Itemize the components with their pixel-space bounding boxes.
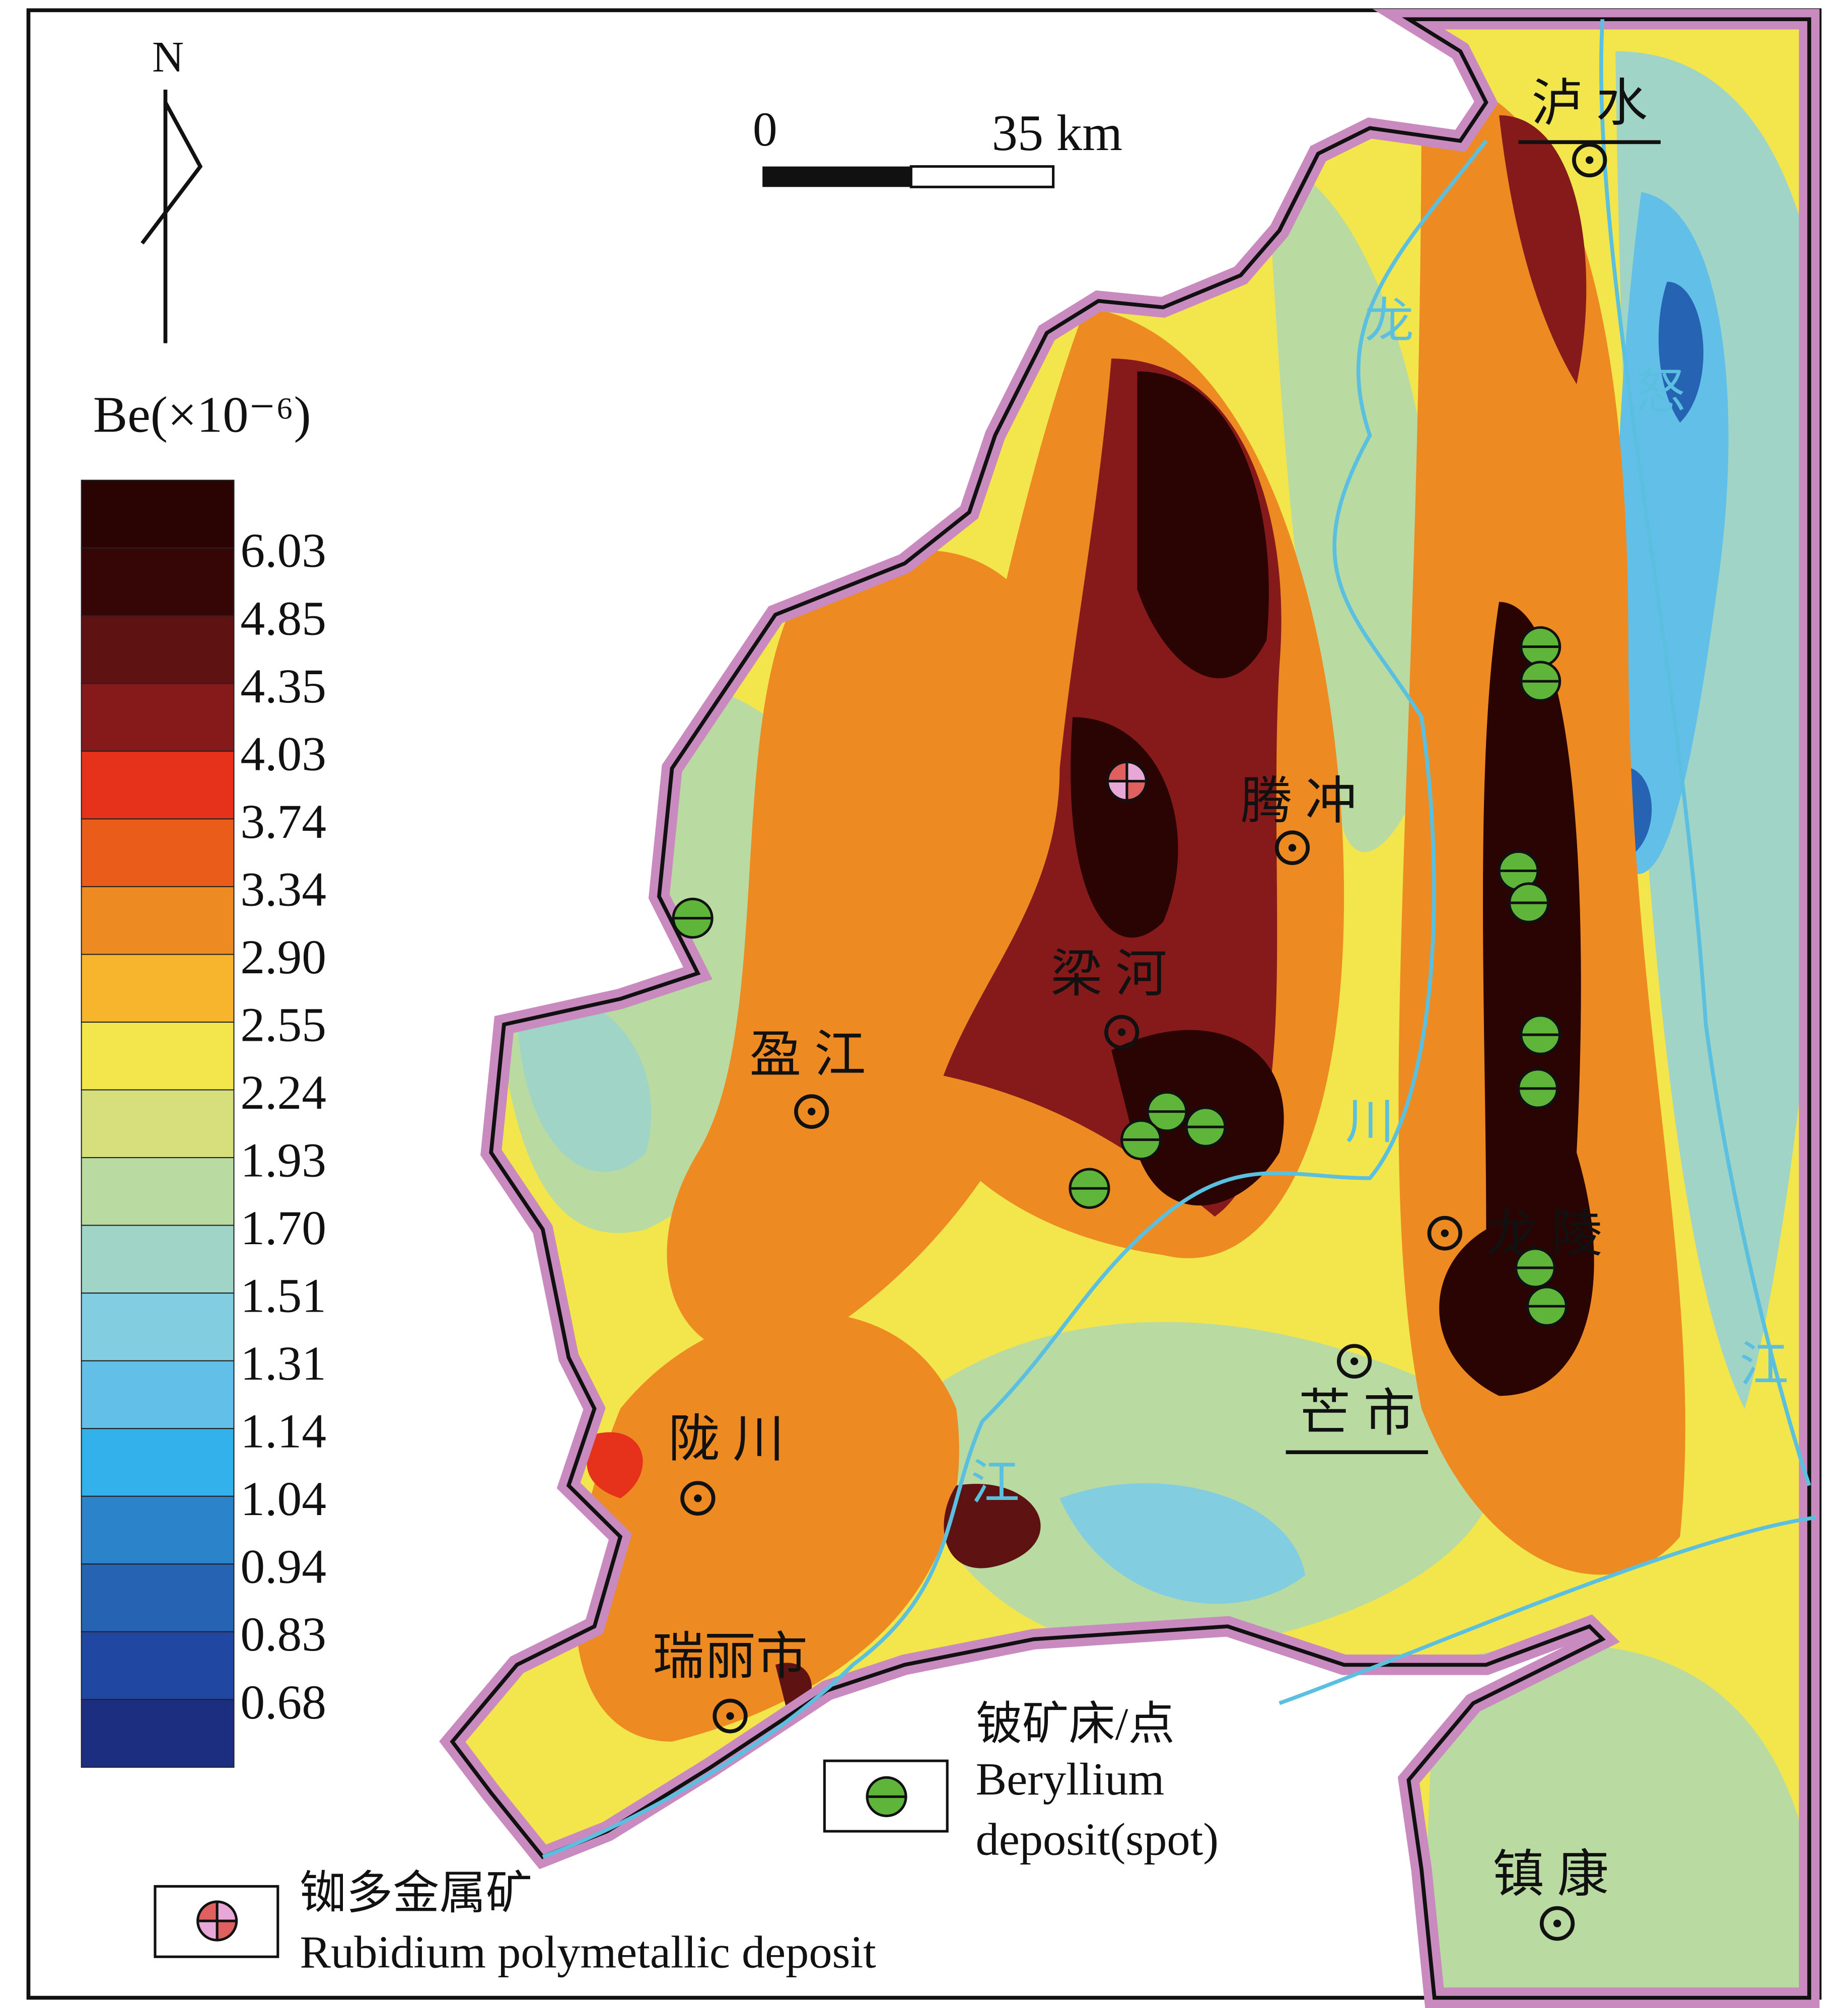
town	[1539, 1906, 1575, 1941]
river-name: 江	[1739, 1338, 1789, 1392]
legend-label: 4.85	[240, 591, 326, 646]
town	[1104, 1015, 1140, 1050]
legend-label: 3.34	[240, 862, 326, 916]
legend-swatch	[81, 818, 235, 887]
legend: 6.03 4.85 4.35 4.03 3.74 3.34 2.90 2.55 2.24 1.93…	[81, 479, 326, 1768]
legend-swatch	[81, 1360, 235, 1429]
river-name: 川	[1345, 1095, 1395, 1149]
legend-swatch	[81, 547, 235, 616]
town-dot	[726, 1712, 734, 1720]
place-name: 梁 河	[1051, 946, 1167, 1002]
symbol-legend: 铍矿床/点 Beryllium deposit(spot) 铷多金属矿 Rubi…	[154, 1698, 1219, 1978]
legend-label: 4.35	[240, 659, 326, 713]
legend-swatch	[81, 1428, 235, 1497]
town-dot	[1288, 844, 1297, 852]
town-dot	[694, 1494, 702, 1502]
legend-label: 0.68	[240, 1675, 326, 1729]
town-dot	[1350, 1357, 1359, 1366]
legend-label: 1.93	[240, 1133, 326, 1187]
legend-label: 0.83	[240, 1607, 326, 1662]
legend-label: 1.51	[240, 1268, 326, 1323]
scale-bar: 0 35 km	[753, 102, 1122, 188]
legend-swatch	[81, 1631, 235, 1700]
town-dot	[1586, 156, 1594, 164]
symbol-label: Rubidium polymetallic deposit	[300, 1926, 876, 1978]
town	[794, 1094, 829, 1129]
legend-swatch	[81, 1021, 235, 1091]
legend-swatch	[81, 615, 235, 684]
legend-swatch	[81, 1495, 235, 1565]
town	[1336, 1344, 1372, 1379]
legend-swatch	[81, 1699, 235, 1768]
place-name: 盈 江	[750, 1027, 866, 1084]
river-name: 江	[970, 1456, 1020, 1510]
legend-swatch	[81, 683, 235, 752]
legend-label: 2.90	[240, 929, 326, 984]
legend-swatch	[81, 886, 235, 955]
legend-swatch	[81, 1293, 235, 1361]
legend-swatch	[81, 1225, 235, 1294]
legend-swatch	[81, 1089, 235, 1159]
legend-swatch	[81, 1563, 235, 1632]
scale-label: 35 km	[992, 105, 1122, 161]
legend-swatch	[81, 1157, 235, 1226]
symbol-label: 铍矿床/点	[976, 1698, 1175, 1750]
scale-label: 0	[753, 102, 777, 157]
town-dot	[1553, 1919, 1561, 1927]
rivers	[542, 19, 1816, 1859]
legend-swatch	[81, 479, 235, 549]
symbol-label: Beryllium	[976, 1753, 1165, 1805]
place-name: 腾 冲	[1241, 773, 1357, 830]
symbol-label: deposit(spot)	[976, 1814, 1219, 1865]
town	[680, 1481, 716, 1516]
legend-label: 3.74	[240, 794, 326, 848]
legend-label: 4.03	[240, 727, 326, 781]
legend-label: 2.24	[240, 1065, 326, 1119]
river-name: 龙	[1365, 294, 1414, 348]
place-name: 泸 水	[1531, 76, 1648, 132]
river-name: 怒	[1636, 365, 1685, 419]
legend-label: 6.03	[240, 523, 326, 578]
town-dot	[1117, 1028, 1126, 1036]
legend-label: 1.70	[240, 1200, 326, 1255]
place-name: 芒 市	[1299, 1386, 1415, 1442]
town	[1274, 830, 1310, 866]
town	[1427, 1215, 1462, 1251]
legend-label: 1.04	[240, 1472, 326, 1526]
legend-label: 0.94	[240, 1539, 326, 1594]
compass: N	[140, 33, 203, 343]
legend-label: 1.31	[240, 1336, 326, 1390]
place-name: 镇 康	[1492, 1846, 1609, 1903]
legend-label: 1.14	[240, 1404, 326, 1458]
symbol-label: 铷多金属矿	[300, 1868, 532, 1919]
place-name: 瑞丽市	[653, 1629, 808, 1685]
town	[1572, 142, 1607, 178]
legend-title: Be(×10⁻⁶)	[93, 387, 311, 443]
legend-label: 2.55	[240, 997, 326, 1052]
place-name: 陇 川	[668, 1411, 785, 1468]
legend-swatch	[81, 954, 235, 1023]
north-label: N	[152, 33, 184, 81]
town	[713, 1698, 748, 1734]
town-dot	[1441, 1229, 1449, 1237]
legend-swatch	[81, 750, 235, 820]
town-dot	[808, 1108, 816, 1116]
